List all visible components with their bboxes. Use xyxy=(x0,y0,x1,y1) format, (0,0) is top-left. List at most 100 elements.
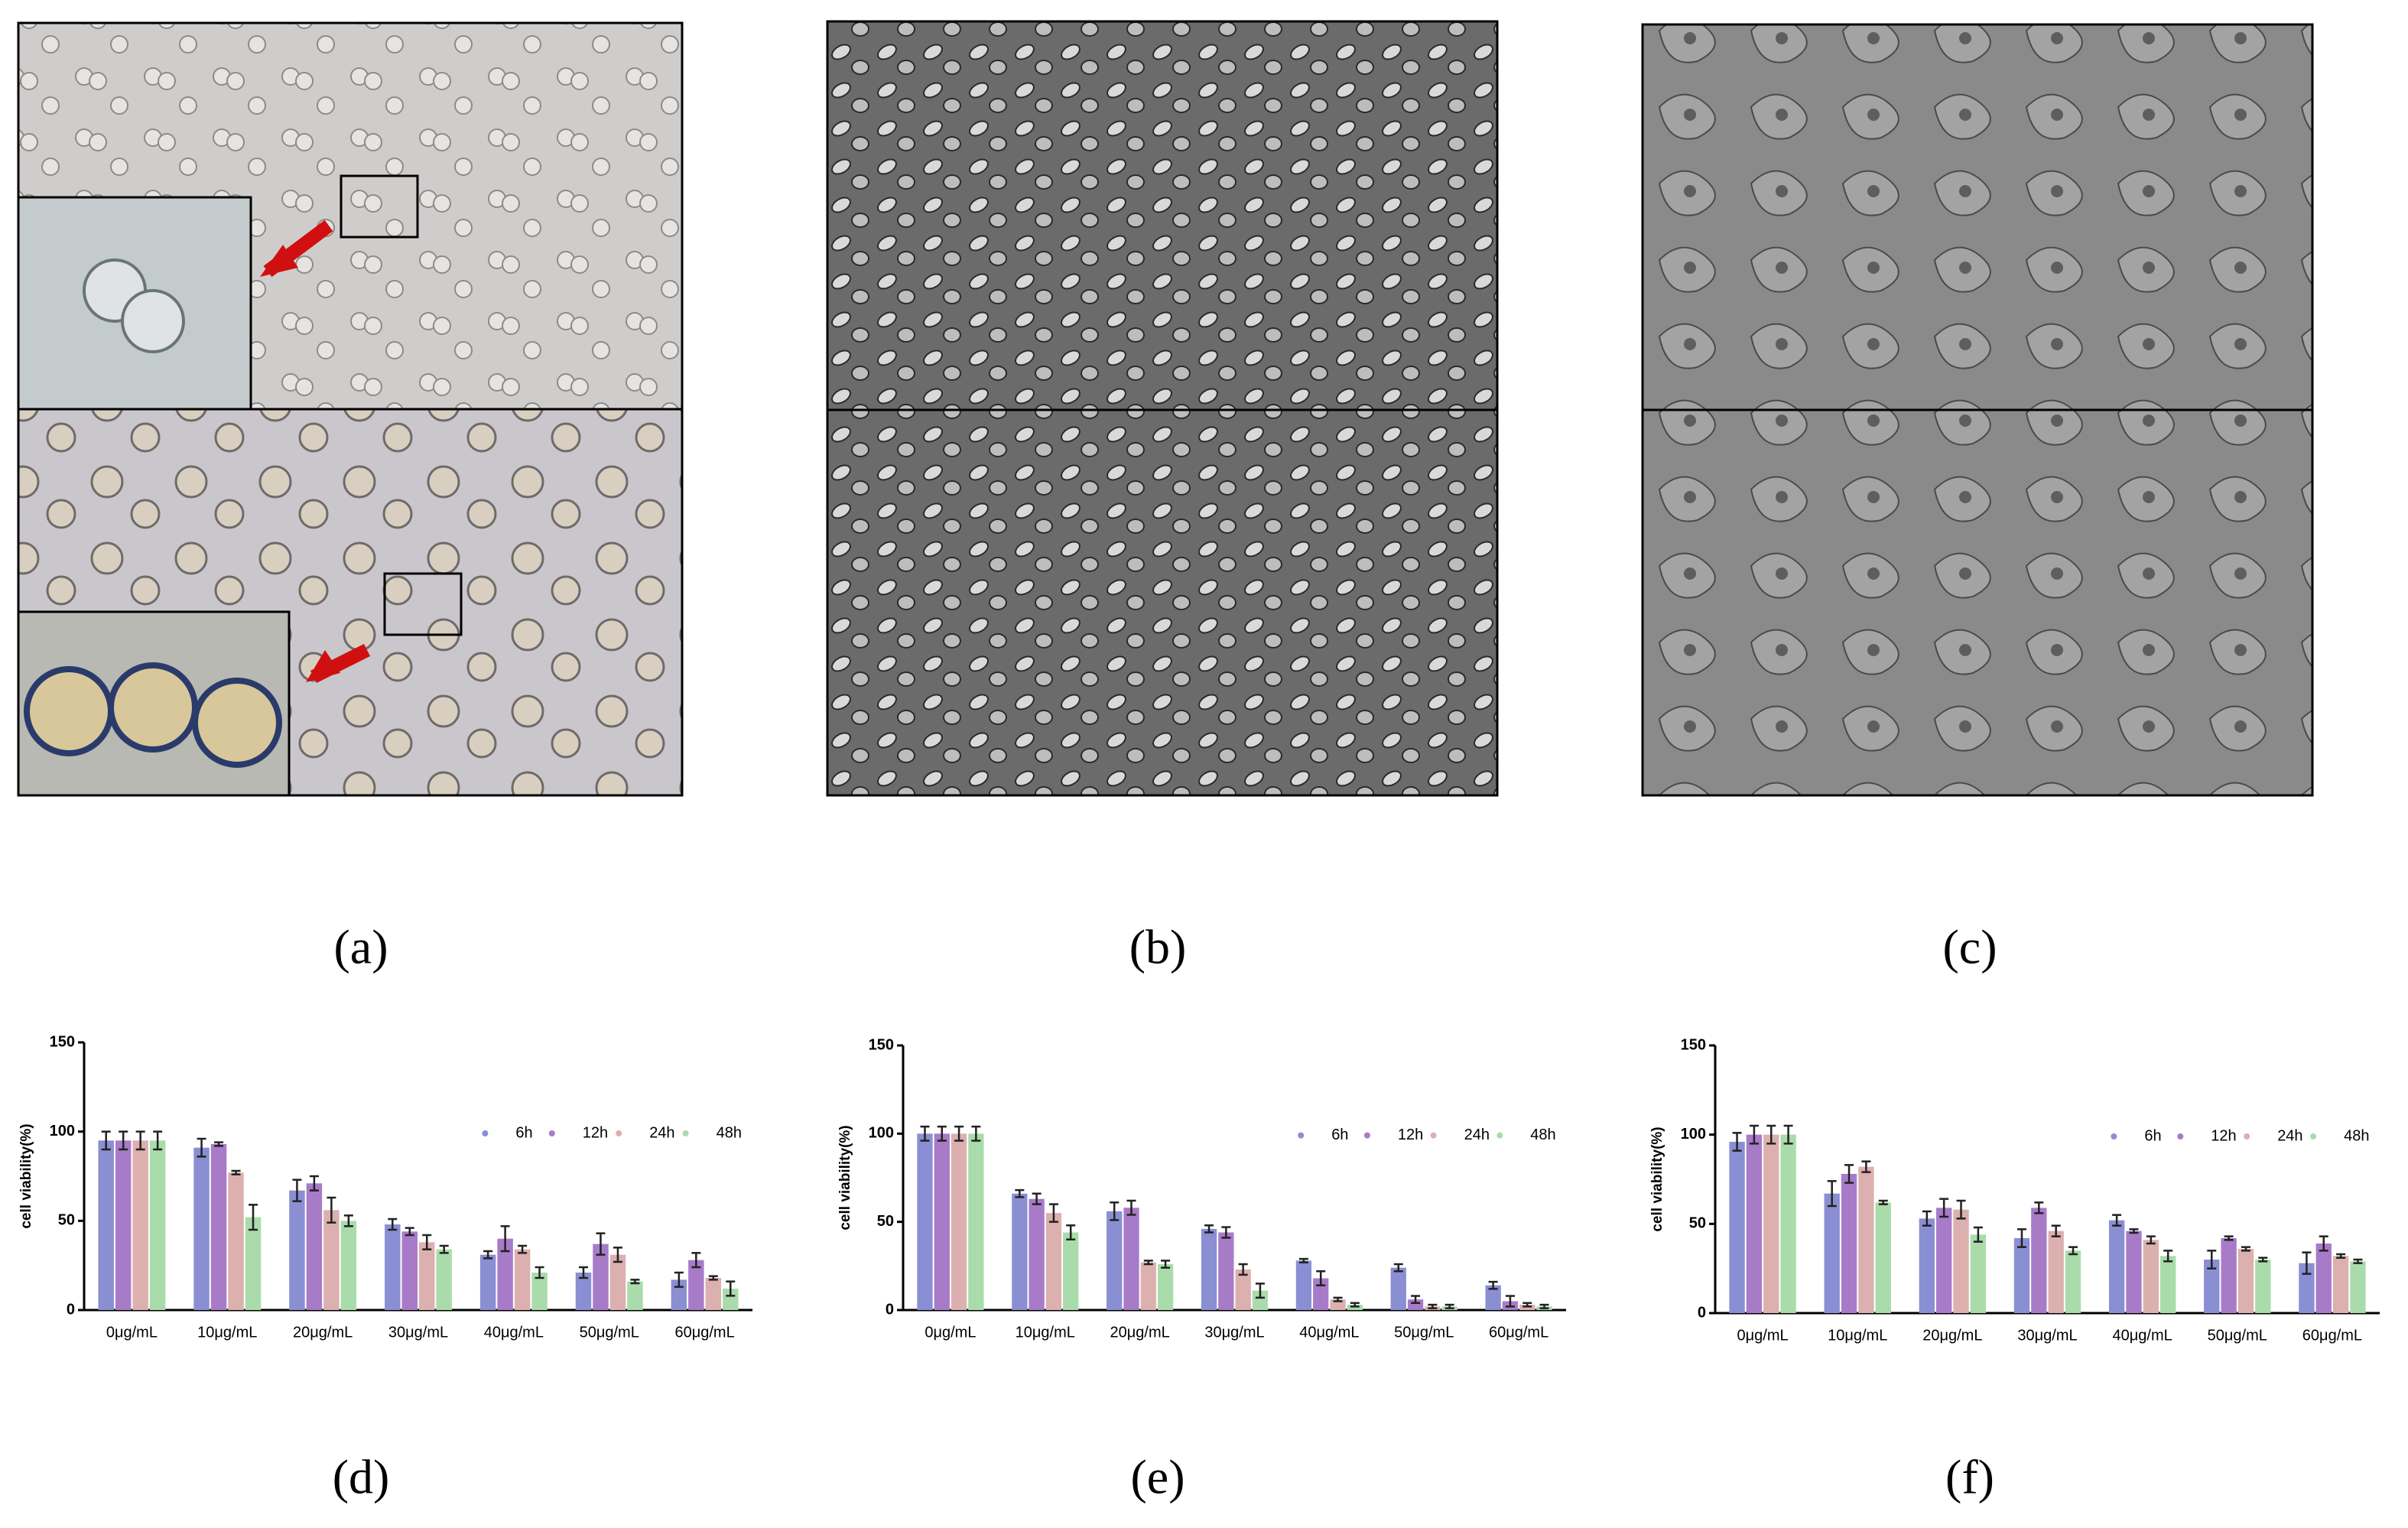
bar xyxy=(1201,1228,1217,1310)
legend-label: 48h xyxy=(2344,1127,2369,1144)
bar xyxy=(934,1133,950,1310)
legend-label: 24h xyxy=(2277,1127,2302,1144)
bar xyxy=(2065,1250,2081,1313)
panel-label: (c) xyxy=(1942,920,1997,974)
legend-marker xyxy=(482,1130,489,1136)
bar xyxy=(1235,1269,1251,1310)
y-tick-label: 0 xyxy=(1698,1304,1706,1321)
panel-label: (d) xyxy=(333,1450,390,1504)
bar xyxy=(497,1238,513,1310)
bar xyxy=(2350,1261,2366,1313)
bar xyxy=(1123,1208,1139,1310)
y-tick-label: 150 xyxy=(50,1033,75,1050)
x-tick-label: 20μg/mL xyxy=(1110,1324,1170,1341)
bar xyxy=(917,1133,933,1310)
bar xyxy=(2255,1260,2271,1313)
bar xyxy=(1746,1134,1763,1313)
bar xyxy=(1763,1134,1779,1313)
bar xyxy=(723,1289,739,1310)
x-tick-label: 30μg/mL xyxy=(2017,1327,2077,1344)
bar xyxy=(2108,1220,2125,1313)
y-axis-label: cell viability(%) xyxy=(18,1123,34,1228)
bar xyxy=(1485,1285,1501,1310)
legend-marker xyxy=(616,1130,622,1136)
image-panel-c xyxy=(1641,23,2314,797)
bar xyxy=(627,1281,643,1310)
x-tick-label: 60μg/mL xyxy=(674,1324,734,1341)
y-tick-label: 150 xyxy=(1681,1036,1706,1053)
bar xyxy=(2315,1244,2332,1313)
bar xyxy=(193,1147,210,1310)
y-tick-label: 50 xyxy=(877,1213,894,1230)
bar xyxy=(1012,1193,1028,1310)
bar xyxy=(289,1190,305,1310)
bar xyxy=(436,1249,452,1310)
legend-label: 6h xyxy=(1331,1126,1348,1143)
x-tick-label: 0μg/mL xyxy=(1737,1327,1789,1344)
bar xyxy=(132,1140,148,1310)
bar xyxy=(609,1254,626,1310)
bar xyxy=(688,1260,704,1310)
legend-marker xyxy=(1298,1132,1305,1139)
x-tick-label: 60μg/mL xyxy=(2302,1327,2362,1344)
x-tick-label: 30μg/mL xyxy=(388,1324,448,1341)
bar xyxy=(115,1140,132,1310)
y-tick-label: 100 xyxy=(1681,1126,1706,1143)
legend-label: 24h xyxy=(1464,1126,1490,1143)
bar xyxy=(1970,1234,1987,1313)
bar xyxy=(705,1278,722,1310)
x-tick-label: 40μg/mL xyxy=(1299,1324,1359,1341)
bar xyxy=(1252,1290,1269,1310)
legend-label: 48h xyxy=(1530,1126,1555,1143)
y-tick-label: 0 xyxy=(886,1301,894,1318)
bar xyxy=(1780,1134,1796,1313)
bar xyxy=(1919,1218,1935,1313)
image-panel-a xyxy=(17,21,684,797)
bar xyxy=(1936,1208,1952,1313)
legend-marker xyxy=(1496,1132,1503,1139)
bar xyxy=(1295,1260,1312,1310)
y-tick-label: 100 xyxy=(869,1125,894,1142)
bar xyxy=(2221,1238,2237,1313)
panel-label: (b) xyxy=(1129,920,1187,974)
x-tick-label: 20μg/mL xyxy=(1922,1327,1982,1344)
legend-marker xyxy=(548,1130,555,1136)
x-tick-label: 20μg/mL xyxy=(293,1324,353,1341)
legend-marker xyxy=(2310,1133,2317,1139)
bar xyxy=(2332,1256,2349,1313)
bar xyxy=(245,1217,262,1310)
panel-label: (a) xyxy=(333,920,388,974)
y-axis-label: cell viability(%) xyxy=(837,1125,853,1230)
y-tick-label: 100 xyxy=(50,1123,75,1139)
y-tick-label: 50 xyxy=(1689,1215,1706,1232)
panel-label: (f) xyxy=(1945,1450,1994,1504)
bar xyxy=(593,1244,609,1310)
image-panel-b xyxy=(826,20,1499,797)
bar xyxy=(98,1140,114,1310)
legend-label: 12h xyxy=(1398,1126,1423,1143)
bar xyxy=(531,1273,548,1310)
bar xyxy=(1045,1213,1062,1310)
x-tick-label: 50μg/mL xyxy=(1394,1324,1454,1341)
y-tick-label: 150 xyxy=(869,1036,894,1053)
bar xyxy=(575,1273,592,1310)
bar xyxy=(340,1221,357,1310)
bar xyxy=(479,1254,496,1310)
bar xyxy=(1875,1202,1891,1313)
bar xyxy=(1107,1211,1123,1310)
bar xyxy=(306,1183,323,1310)
bar xyxy=(951,1133,967,1310)
bar xyxy=(1029,1198,1045,1310)
y-tick-label: 50 xyxy=(58,1212,75,1229)
bar xyxy=(514,1249,531,1310)
x-tick-label: 40μg/mL xyxy=(484,1324,544,1341)
bar xyxy=(2048,1231,2064,1313)
x-tick-label: 10μg/mL xyxy=(197,1324,257,1341)
bar xyxy=(1063,1232,1079,1310)
bar xyxy=(2299,1263,2315,1313)
bar xyxy=(968,1133,984,1310)
bar xyxy=(1953,1209,1969,1313)
legend-label: 24h xyxy=(649,1124,674,1141)
y-axis-label: cell viability(%) xyxy=(1649,1126,1665,1231)
